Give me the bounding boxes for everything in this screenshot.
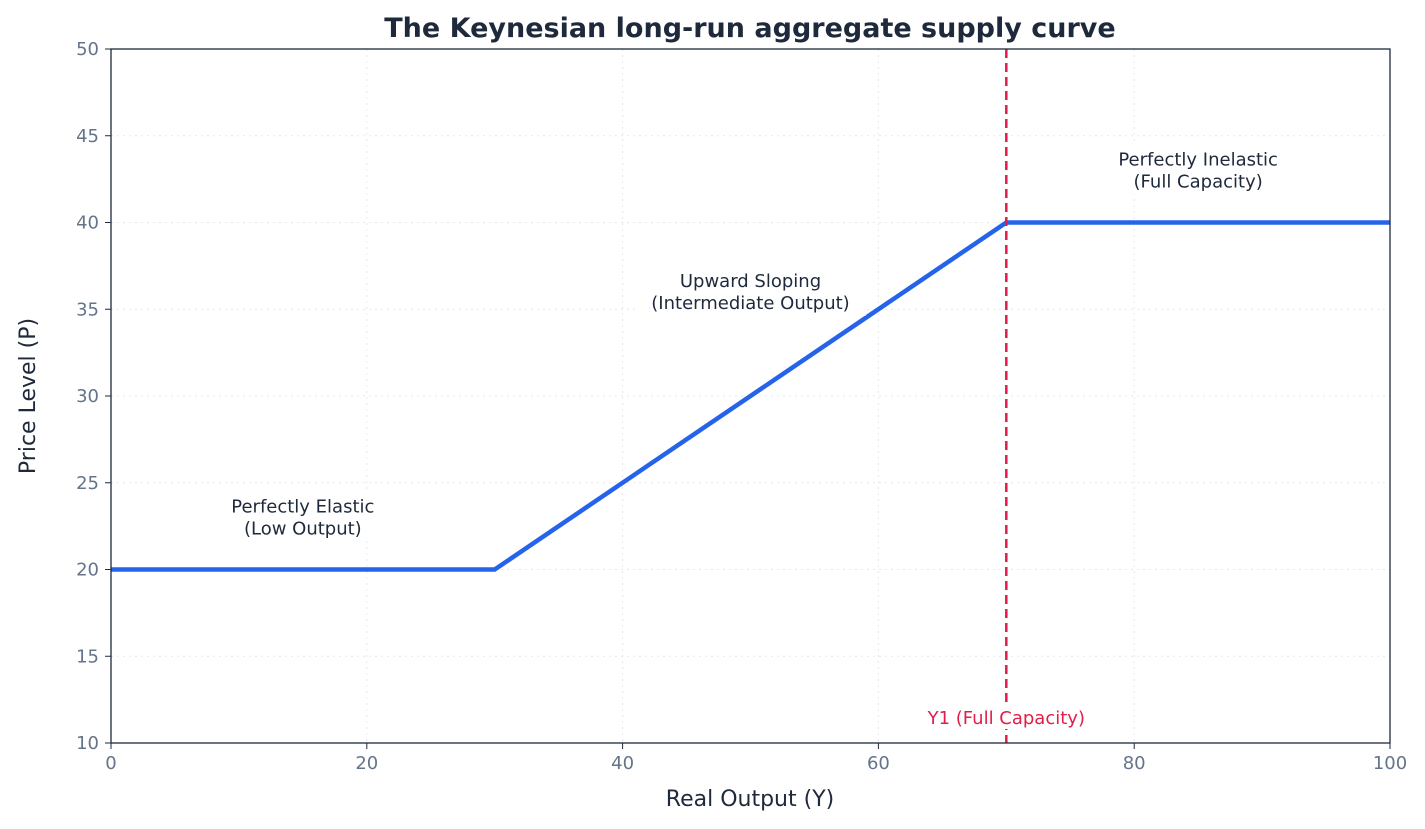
y-tick-label: 45 bbox=[76, 126, 99, 147]
y-tick-label: 10 bbox=[76, 733, 99, 754]
x-tick-label: 20 bbox=[355, 753, 378, 774]
vline-label-background bbox=[914, 702, 1099, 729]
y-tick-label: 30 bbox=[76, 386, 99, 407]
y-axis-label: Price Level (P) bbox=[16, 318, 41, 474]
x-tick-label: 60 bbox=[867, 753, 890, 774]
y-tick-label: 15 bbox=[76, 646, 99, 667]
annotation-text: (Full Capacity) bbox=[1134, 171, 1263, 192]
y-tick-label: 50 bbox=[76, 39, 99, 60]
x-tick-label: 0 bbox=[105, 753, 116, 774]
x-tick-label: 100 bbox=[1373, 753, 1407, 774]
annotations: Perfectly Elastic(Low Output) Upward Slop… bbox=[208, 144, 1303, 729]
y-tick-label: 35 bbox=[76, 299, 99, 320]
annotation-text: Perfectly Inelastic bbox=[1118, 149, 1278, 170]
y-tick-label: 25 bbox=[76, 473, 99, 494]
annotation-text: (Intermediate Output) bbox=[651, 293, 849, 314]
ticks: 0 20 40 60 80 100 10 15 20 25 30 35 40 45 50 bbox=[76, 39, 1407, 774]
annotation-text: Perfectly Elastic bbox=[231, 496, 374, 517]
lras-curve bbox=[111, 220, 1390, 572]
vline-label: Y1 (Full Capacity) bbox=[927, 708, 1085, 729]
y-tick-label: 40 bbox=[76, 213, 99, 234]
x-tick-label: 80 bbox=[1123, 753, 1146, 774]
annotation-background bbox=[208, 491, 397, 542]
y-tick-label: 20 bbox=[76, 560, 99, 581]
annotation-text: Upward Sloping bbox=[680, 271, 821, 292]
annotation-text: (Low Output) bbox=[244, 518, 362, 539]
series-layer bbox=[111, 49, 1390, 743]
x-axis-label: Real Output (Y) bbox=[666, 787, 834, 812]
x-tick-label: 40 bbox=[611, 753, 634, 774]
annotation-background bbox=[1093, 144, 1303, 195]
annotation-background bbox=[635, 265, 866, 316]
chart-title: The Keynesian long-run aggregate supply … bbox=[384, 13, 1115, 44]
